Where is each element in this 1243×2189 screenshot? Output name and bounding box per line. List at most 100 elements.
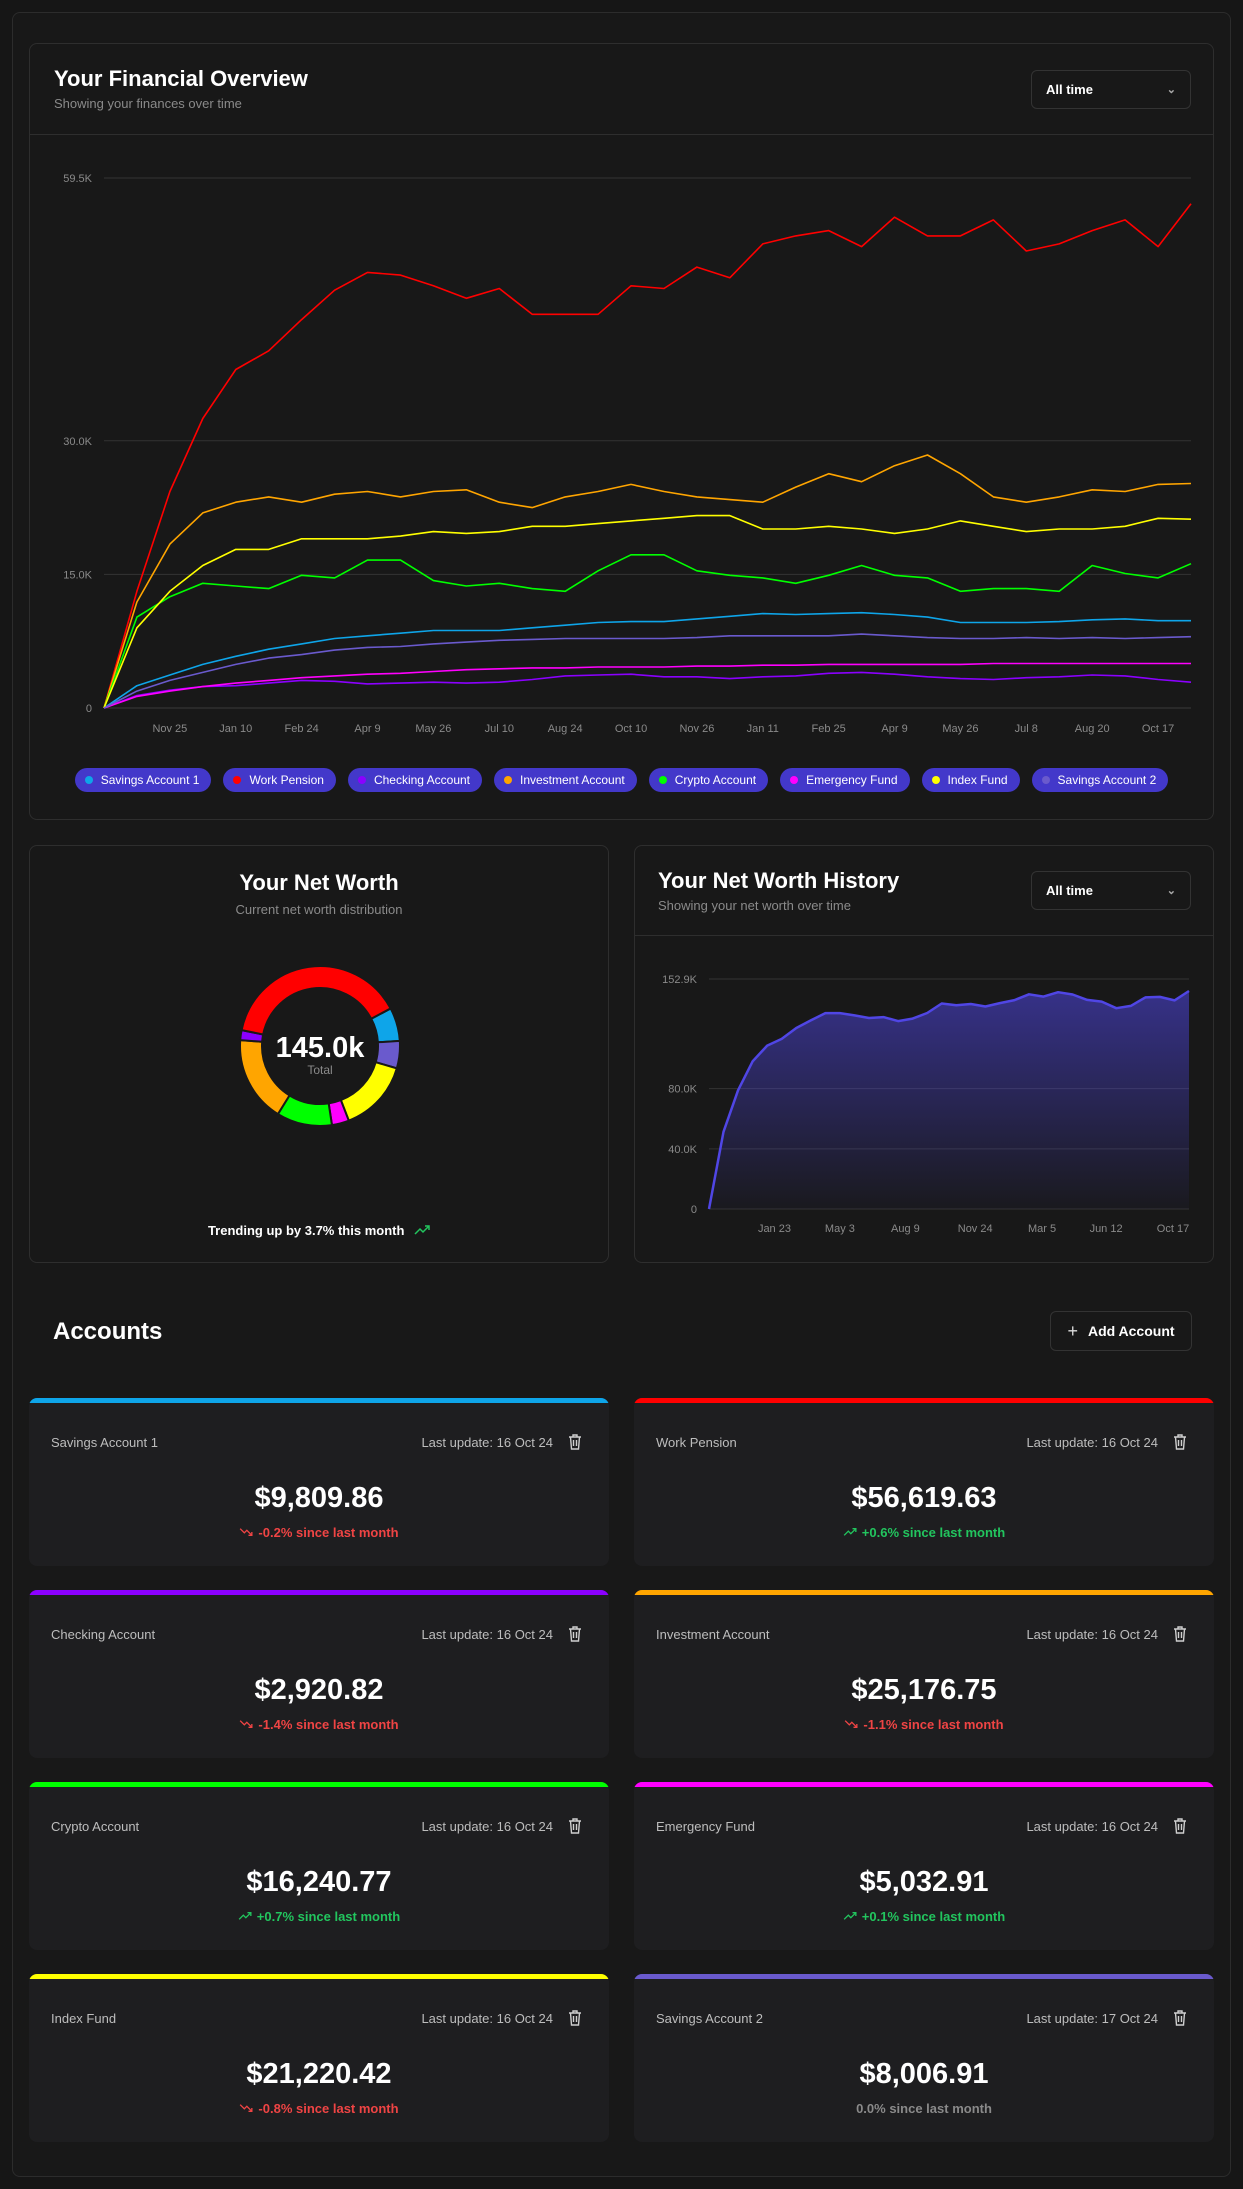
legend-item[interactable]: Index Fund	[921, 768, 1020, 792]
series-line-checking-account	[103, 671, 1192, 709]
account-last-update: Last update: 16 Oct 24	[421, 1435, 553, 1450]
delete-trash-icon[interactable]	[1172, 1625, 1188, 1643]
trending-up-icon	[238, 1912, 252, 1920]
financial-overview-card: Your Financial Overview Showing your fin…	[29, 43, 1214, 820]
overview-range-select[interactable]: All time ⌄	[1031, 70, 1191, 109]
account-last-update: Last update: 16 Oct 24	[421, 1627, 553, 1642]
legend-label: Checking Account	[373, 773, 470, 787]
legend-label: Savings Account 1	[100, 773, 200, 787]
x-tick-label: Aug 24	[548, 723, 583, 735]
account-change-text: -0.8% since last month	[258, 2101, 399, 2116]
delete-trash-icon[interactable]	[567, 1433, 583, 1451]
trending-down-icon	[845, 1720, 858, 1728]
donut-slice-index-fund[interactable]	[339, 1060, 399, 1122]
account-color-bar	[634, 1974, 1214, 1979]
x-tick-label: Jan 10	[219, 723, 252, 735]
legend-item[interactable]: Checking Account	[347, 768, 482, 792]
delete-trash-icon[interactable]	[1172, 2009, 1188, 2027]
x-tick-label: Jul 10	[485, 723, 514, 735]
legend-item[interactable]: Investment Account	[494, 768, 637, 792]
account-card[interactable]: Work Pension Last update: 16 Oct 24 $56,61…	[634, 1398, 1214, 1566]
x-tick-label: May 26	[415, 723, 451, 735]
y-tick-label: 80.0K	[668, 1084, 697, 1096]
account-color-bar	[634, 1782, 1214, 1787]
account-balance: $8,006.91	[859, 2058, 989, 2090]
overview-title: Your Financial Overview	[54, 66, 308, 91]
y-tick-label: 15.0K	[63, 569, 92, 581]
account-card[interactable]: Checking Account Last update: 16 Oct 24 $2…	[29, 1590, 609, 1758]
net-worth-area	[709, 991, 1189, 1209]
account-card[interactable]: Crypto Account Last update: 16 Oct 24 $16,…	[29, 1782, 609, 1950]
account-card[interactable]: Savings Account 2 Last update: 17 Oct 24 $…	[634, 1974, 1214, 2142]
legend-label: Index Fund	[947, 773, 1008, 787]
legend-dot-icon	[931, 776, 940, 784]
account-balance: $9,809.86	[254, 1482, 384, 1514]
account-change-text: +0.6% since last month	[861, 1525, 1006, 1540]
account-change: +0.7% since last month	[29, 1909, 609, 1924]
series-line-index-fund	[103, 514, 1192, 709]
legend-item[interactable]: Work Pension	[223, 768, 336, 792]
x-tick-label: Apr 9	[354, 723, 380, 735]
legend-dot-icon	[658, 776, 667, 784]
legend-dot-icon	[84, 776, 93, 784]
legend-label: Work Pension	[249, 773, 324, 787]
account-color-bar	[29, 1590, 609, 1595]
delete-trash-icon[interactable]	[567, 1625, 583, 1643]
legend-item[interactable]: Savings Account 1	[74, 768, 212, 792]
account-last-update: Last update: 16 Oct 24	[421, 1819, 553, 1834]
series-line-work-pension	[103, 203, 1192, 709]
trending-up-icon	[843, 1528, 857, 1536]
legend-item[interactable]: Crypto Account	[648, 768, 769, 792]
x-tick-label: Jul 8	[1015, 723, 1038, 735]
x-tick-label: Nov 26	[679, 723, 714, 735]
account-name: Index Fund	[51, 2011, 117, 2026]
net-worth-card: Your Net Worth Current net worth distrib…	[29, 845, 609, 1263]
history-title: Your Net Worth History	[658, 868, 900, 893]
trending-up-icon	[843, 1912, 857, 1920]
add-account-button[interactable]: + Add Account	[1050, 1311, 1192, 1351]
account-card[interactable]: Emergency Fund Last update: 16 Oct 24 $5,0…	[634, 1782, 1214, 1950]
series-line-crypto-account	[103, 553, 1192, 709]
accounts-title: Accounts	[53, 1318, 163, 1345]
account-balance: $21,220.42	[246, 2058, 392, 2090]
delete-trash-icon[interactable]	[567, 2009, 583, 2027]
account-color-bar	[29, 1782, 609, 1787]
account-last-update: Last update: 17 Oct 24	[1026, 2011, 1158, 2026]
history-divider	[635, 935, 1213, 936]
x-tick-label: Aug 20	[1075, 723, 1110, 735]
donut-slice-work-pension[interactable]	[240, 965, 392, 1036]
account-balance: $56,619.63	[851, 1482, 997, 1514]
account-card[interactable]: Index Fund Last update: 16 Oct 24 $21,220.…	[29, 1974, 609, 2142]
account-change: -1.4% since last month	[29, 1717, 609, 1732]
history-range-select[interactable]: All time ⌄	[1031, 871, 1191, 910]
y-tick-label: 30.0K	[63, 436, 92, 448]
account-name: Crypto Account	[51, 1819, 140, 1834]
legend-label: Emergency Fund	[806, 773, 898, 787]
account-change: +0.6% since last month	[634, 1525, 1214, 1540]
account-name: Savings Account 1	[51, 1435, 158, 1450]
account-balance: $16,240.77	[246, 1866, 392, 1898]
delete-trash-icon[interactable]	[1172, 1433, 1188, 1451]
legend-dot-icon	[233, 776, 242, 784]
net-worth-line	[707, 989, 1190, 1210]
x-tick-label: Feb 24	[285, 723, 319, 735]
legend-item[interactable]: Emergency Fund	[780, 768, 910, 792]
delete-trash-icon[interactable]	[1172, 1817, 1188, 1835]
account-card[interactable]: Savings Account 1 Last update: 16 Oct 24 $…	[29, 1398, 609, 1566]
chevron-down-icon: ⌄	[1166, 885, 1176, 897]
overview-line-chart: 0 15.0K 30.0K 59.5K Nov 25 Jan 10 Feb 24 Apr 9 M…	[63, 173, 1192, 735]
legend-label: Savings Account 2	[1057, 773, 1157, 787]
legend-item[interactable]: Savings Account 2	[1031, 768, 1169, 792]
net-worth-total: 145.0k	[276, 1032, 366, 1064]
legend-label: Investment Account	[520, 773, 625, 787]
account-name: Checking Account	[51, 1627, 156, 1642]
account-balance: $2,920.82	[254, 1674, 384, 1706]
account-change: +0.1% since last month	[634, 1909, 1214, 1924]
account-card[interactable]: Investment Account Last update: 16 Oct 24…	[634, 1590, 1214, 1758]
x-tick-label: Mar 5	[1028, 1223, 1056, 1235]
account-change: -0.8% since last month	[29, 2101, 609, 2116]
y-tick-label: 40.0K	[668, 1144, 697, 1156]
net-worth-total-label: Total	[307, 1063, 332, 1077]
legend-dot-icon	[357, 776, 366, 784]
delete-trash-icon[interactable]	[567, 1817, 583, 1835]
